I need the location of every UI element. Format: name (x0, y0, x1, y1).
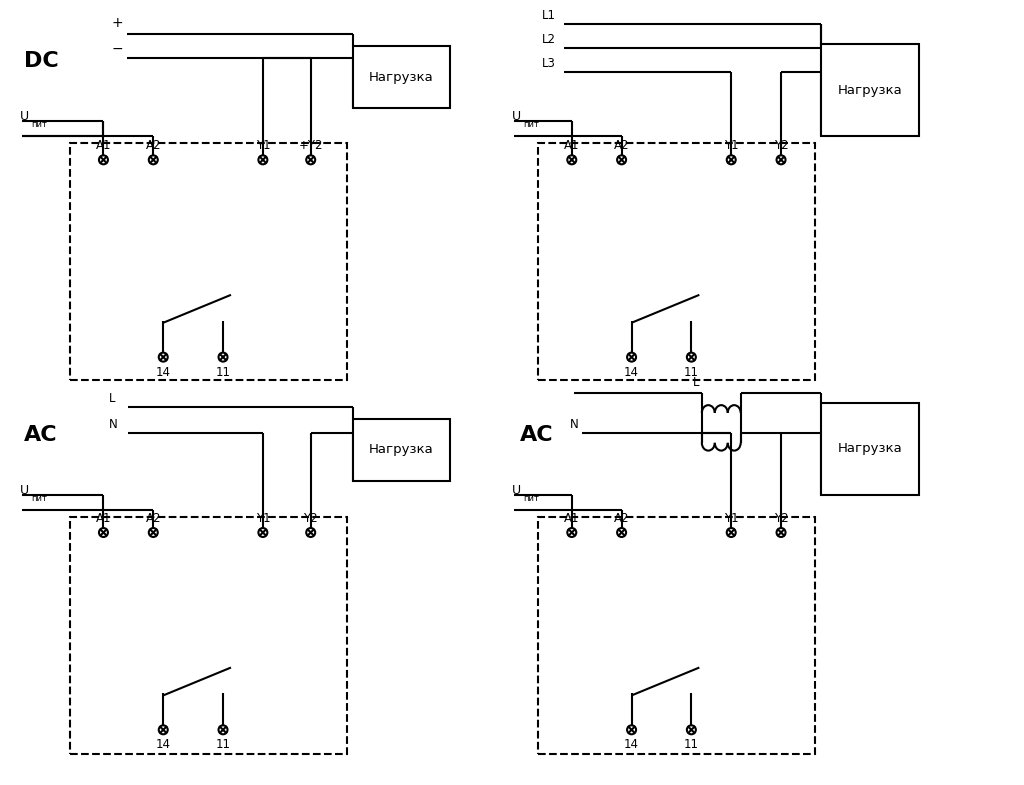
Circle shape (148, 155, 158, 164)
Bar (821, 44, 919, 136)
Text: 11: 11 (215, 738, 230, 751)
Text: A1: A1 (564, 140, 580, 152)
Circle shape (617, 528, 626, 537)
Text: Y1: Y1 (256, 512, 270, 525)
Bar (70, 517, 346, 754)
Text: A2: A2 (613, 140, 630, 152)
Text: +Y2: +Y2 (298, 140, 323, 152)
Text: 14: 14 (624, 366, 639, 378)
Text: 14: 14 (156, 738, 171, 751)
Text: пит: пит (31, 120, 47, 129)
Text: U: U (512, 110, 521, 123)
Text: Y1: Y1 (724, 512, 738, 525)
Text: 14: 14 (624, 738, 639, 751)
Text: DC: DC (24, 51, 58, 71)
Text: A1: A1 (564, 512, 580, 525)
Circle shape (218, 725, 227, 734)
Circle shape (727, 528, 735, 537)
Text: 11: 11 (215, 366, 230, 378)
Circle shape (306, 528, 315, 537)
Text: Нагрузка: Нагрузка (838, 83, 902, 97)
Bar (352, 419, 451, 480)
Circle shape (627, 725, 636, 734)
Bar (70, 143, 346, 380)
Circle shape (218, 352, 227, 362)
Text: Y1: Y1 (256, 140, 270, 152)
Text: 11: 11 (684, 738, 698, 751)
Text: U: U (512, 484, 521, 497)
Text: Y1: Y1 (724, 140, 738, 152)
Bar (821, 403, 919, 495)
Circle shape (687, 352, 696, 362)
Text: L1: L1 (542, 9, 556, 22)
Circle shape (776, 155, 785, 164)
Text: L: L (693, 376, 699, 389)
Circle shape (159, 352, 168, 362)
Text: Y2: Y2 (303, 512, 318, 525)
Text: Нагрузка: Нагрузка (838, 442, 902, 455)
Text: A2: A2 (145, 140, 161, 152)
Text: L: L (109, 392, 115, 405)
Circle shape (148, 528, 158, 537)
Text: A2: A2 (613, 512, 630, 525)
Circle shape (687, 725, 696, 734)
Text: Y2: Y2 (774, 140, 788, 152)
Text: AC: AC (520, 425, 554, 445)
Circle shape (159, 725, 168, 734)
Bar (538, 517, 815, 754)
Circle shape (567, 155, 577, 164)
Circle shape (776, 528, 785, 537)
Text: AC: AC (24, 425, 57, 445)
Circle shape (567, 528, 577, 537)
Text: Нагрузка: Нагрузка (369, 444, 434, 456)
Circle shape (627, 352, 636, 362)
Circle shape (727, 155, 735, 164)
Circle shape (99, 155, 108, 164)
Text: A1: A1 (95, 140, 112, 152)
Circle shape (99, 528, 108, 537)
Text: Y2: Y2 (774, 512, 788, 525)
Text: A2: A2 (145, 512, 161, 525)
Circle shape (258, 155, 267, 164)
Text: L3: L3 (542, 57, 556, 70)
Text: пит: пит (31, 494, 47, 502)
Bar (352, 46, 451, 108)
Circle shape (258, 528, 267, 537)
Text: U: U (19, 484, 29, 497)
Circle shape (306, 155, 315, 164)
Text: +: + (112, 16, 123, 31)
Circle shape (617, 155, 626, 164)
Text: A1: A1 (95, 512, 112, 525)
Bar (538, 143, 815, 380)
Text: N: N (109, 418, 117, 431)
Text: L2: L2 (542, 33, 556, 46)
Text: 11: 11 (684, 366, 698, 378)
Text: пит: пит (523, 120, 540, 129)
Text: N: N (569, 418, 579, 431)
Text: −: − (112, 42, 123, 57)
Text: U: U (19, 110, 29, 123)
Text: 14: 14 (156, 366, 171, 378)
Text: Нагрузка: Нагрузка (369, 71, 434, 84)
Text: пит: пит (523, 494, 540, 502)
